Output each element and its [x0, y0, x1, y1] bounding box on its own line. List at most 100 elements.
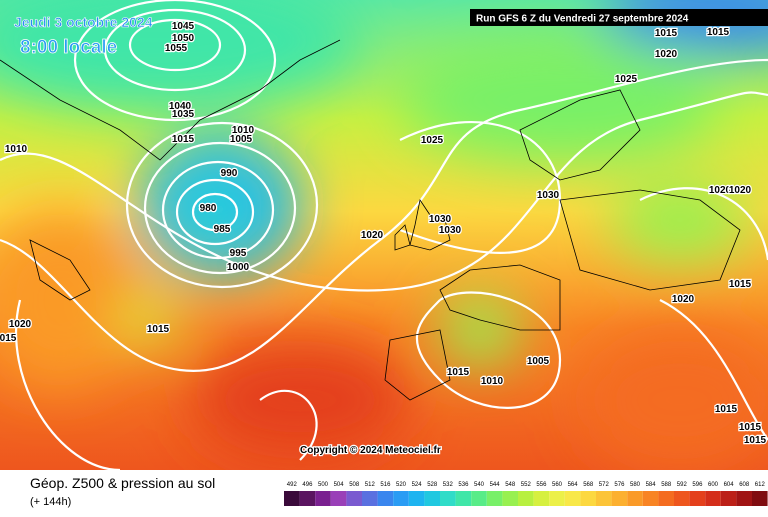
- isobar-label: 1050: [172, 33, 195, 44]
- legend-swatch: [502, 491, 518, 506]
- legend-value: 540: [474, 482, 485, 488]
- legend-value: 584: [646, 482, 657, 488]
- legend-swatch: [627, 491, 643, 506]
- isobar-label: 1020: [361, 230, 384, 241]
- isobar-label: 1045: [172, 21, 195, 32]
- isobar-label: 1015: [655, 28, 678, 39]
- legend-value: 524: [412, 482, 423, 488]
- legend-value: 588: [661, 482, 672, 488]
- legend-swatch: [440, 491, 456, 506]
- forecast-date: Jeudi 3 octobre 2024: [14, 14, 153, 30]
- copyright: Copyright © 2024 Meteociel.fr: [300, 445, 441, 456]
- isobar-label: 1015: [739, 422, 762, 433]
- legend-swatch: [393, 491, 409, 506]
- legend-swatch: [533, 491, 550, 506]
- legend-value: 560: [552, 482, 563, 488]
- legend-value: 536: [458, 482, 469, 488]
- legend-swatch: [284, 491, 300, 506]
- legend-swatch: [315, 491, 331, 506]
- legend-value: 600: [708, 482, 719, 488]
- isobar-label: 1025: [421, 135, 444, 146]
- legend-value: 612: [755, 482, 766, 488]
- legend-swatch: [549, 491, 565, 506]
- isobar-label: 1055: [165, 43, 188, 54]
- run-info: Run GFS 6 Z du Vendredi 27 septembre 202…: [476, 14, 689, 25]
- legend-swatch: [689, 491, 706, 506]
- legend-swatch: [720, 491, 737, 506]
- isobar-label: 990: [221, 168, 238, 179]
- isobar-label: 1030: [439, 225, 462, 236]
- legend-value: 604: [724, 482, 735, 488]
- legend-value: 544: [490, 482, 501, 488]
- legend-value: 552: [521, 482, 532, 488]
- isobar-label: 980: [200, 203, 217, 214]
- isobar-label: 985: [214, 224, 231, 235]
- legend-value: 496: [302, 482, 313, 488]
- forecast-lead: (+ 144h): [30, 496, 71, 508]
- isobar-label: 1015: [447, 367, 470, 378]
- legend-swatch: [564, 491, 581, 506]
- legend-value: 572: [599, 482, 610, 488]
- isobar-label: 1015: [172, 134, 195, 145]
- isobar-label: 1020: [655, 49, 678, 60]
- isobar-label: 1025: [615, 74, 638, 85]
- legend-swatch: [752, 491, 768, 506]
- isobar-label: 1015: [729, 279, 752, 290]
- legend-value: 512: [365, 482, 376, 488]
- isobar-label: 1020: [729, 185, 752, 196]
- legend-value: 580: [630, 482, 641, 488]
- legend-swatch: [611, 491, 628, 506]
- isobar-label: 1020: [709, 185, 732, 196]
- legend-swatch: [486, 491, 503, 506]
- legend-swatch: [299, 491, 316, 506]
- isobar-label: 1015: [744, 435, 767, 446]
- legend-value: 548: [505, 482, 516, 488]
- isobar-label: 1015: [715, 404, 738, 415]
- isobar-label: 1005: [527, 356, 550, 367]
- legend-swatch: [377, 491, 394, 506]
- isobar-label: 015: [0, 333, 17, 344]
- legend-value: 592: [677, 482, 688, 488]
- legend-swatch: [580, 491, 596, 506]
- forecast-time: 8:00 locale: [20, 37, 117, 58]
- legend-swatch: [330, 491, 347, 506]
- isobar-label: 1015: [707, 27, 730, 38]
- legend-swatch: [705, 491, 721, 506]
- legend-swatch: [596, 491, 612, 506]
- legend-value: 516: [380, 482, 391, 488]
- legend-swatch: [658, 491, 674, 506]
- isobar-label: 1035: [172, 109, 195, 120]
- legend-swatch: [424, 491, 440, 506]
- isobar-label: 1010: [481, 376, 504, 387]
- isobar-label: 1005: [230, 134, 253, 145]
- legend-title: Géop. Z500 & pression au sol: [30, 475, 215, 491]
- legend-value: 596: [692, 482, 703, 488]
- legend-value: 576: [614, 482, 625, 488]
- legend-swatch: [642, 491, 659, 506]
- legend-value: 492: [287, 482, 298, 488]
- isobar-label: 1010: [5, 144, 28, 155]
- legend-swatch: [362, 491, 378, 506]
- isobar-label: 1040: [169, 101, 192, 112]
- legend-value: 568: [583, 482, 594, 488]
- isobar-label: 1020: [9, 319, 32, 330]
- isobar-label: 1015: [147, 324, 170, 335]
- legend-swatch: [346, 491, 362, 506]
- isobar-label: 1010: [232, 125, 255, 136]
- isobar-label: 1030: [537, 190, 560, 201]
- legend-swatch: [674, 491, 690, 506]
- legend-value: 500: [318, 482, 329, 488]
- legend-value: 564: [568, 482, 579, 488]
- isobar-label: 1020: [672, 294, 695, 305]
- legend-value: 528: [427, 482, 438, 488]
- isobar-label: 995: [230, 248, 247, 259]
- legend-value: 520: [396, 482, 407, 488]
- legend-swatch: [736, 491, 752, 506]
- legend-value: 556: [536, 482, 547, 488]
- legend-value: 504: [334, 482, 345, 488]
- legend-swatch: [408, 491, 425, 506]
- legend-value: 508: [349, 482, 360, 488]
- legend-swatch: [518, 491, 534, 506]
